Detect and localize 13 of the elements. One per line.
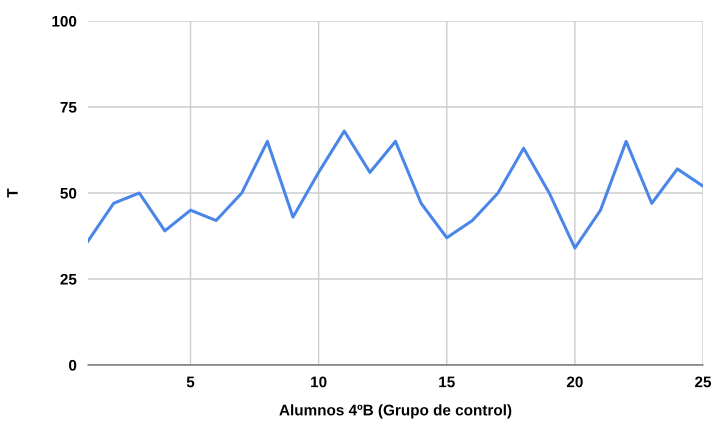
x-axis-title: Alumnos 4ºB (Grupo de control) <box>279 404 512 418</box>
x-tick-label: 5 <box>186 376 194 388</box>
x-tick-label: 15 <box>439 376 455 388</box>
y-tick-label: 25 <box>60 274 76 285</box>
x-tick-label: 10 <box>311 376 326 388</box>
y-axis-title: T <box>7 188 18 198</box>
y-tick-label: 75 <box>60 102 76 113</box>
x-tick-label: 25 <box>695 376 712 388</box>
line-series <box>88 130 703 250</box>
y-tick-label: 100 <box>52 16 76 27</box>
y-tick-label: 0 <box>68 360 76 371</box>
y-tick-label: 50 <box>60 188 76 199</box>
x-tick-label: 20 <box>566 376 583 388</box>
